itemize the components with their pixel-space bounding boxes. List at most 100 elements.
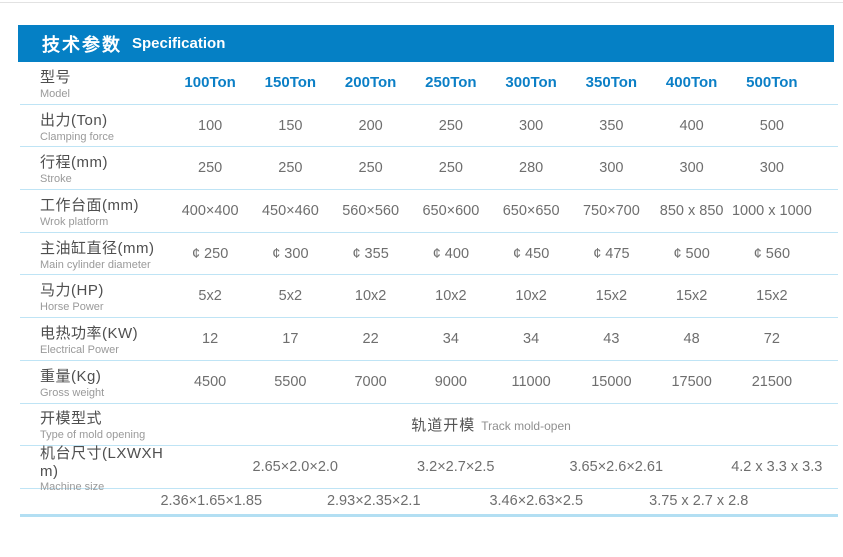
value-cell: ¢ 400: [432, 245, 470, 262]
row-label-model: 型号 Model: [20, 66, 170, 100]
row-label: 主油缸直径(mm) Main cylinder diameter: [20, 237, 170, 271]
value-cell: 300: [599, 160, 624, 177]
row-values: 250 250 250 250 280 300 300 300: [170, 160, 812, 176]
row-values: 400×400 450×460 560×560 650×600 650×650 750×7…: [170, 203, 812, 219]
value-cell: 17500: [671, 373, 712, 390]
top-divider: [0, 2, 843, 3]
mold-opening-value-en: Track mold-open: [481, 418, 571, 433]
row-values: ¢ 250 ¢ 300 ¢ 355 ¢ 400 ¢ 450 ¢ 475 ¢ 500 ¢ 560: [170, 246, 812, 262]
value-cell: 280: [519, 160, 544, 177]
value-cell: 500Ton: [746, 74, 798, 92]
value-cell: 10x2: [515, 288, 547, 305]
table-row-stroke: 行程(mm) Stroke 250 250 250 250 280 300 300 300: [20, 147, 838, 191]
row-label: 马力(HP) Horse Power: [20, 279, 170, 313]
row-label-en: Model: [40, 87, 70, 100]
value-cell: 22: [362, 330, 379, 347]
row-label-zh: 重量(Kg): [40, 367, 102, 385]
table-row-mold-opening: 开模型式 Type of mold opening 轨道开模 Track mold…: [20, 404, 838, 447]
value-cell: 400: [679, 117, 704, 134]
value-cell: 15x2: [595, 288, 628, 305]
value-cell: 850 x 850: [659, 202, 724, 219]
row-label-en: Main cylinder diameter: [40, 258, 151, 271]
value-cell: 15x2: [756, 288, 788, 305]
value-cell: 3.46×2.63×2.5: [489, 493, 584, 510]
table-row-clamping-force: 出力(Ton) Clamping force 100 150 200 250 300 35…: [20, 105, 838, 148]
value-cell: 3.75 x 2.7 x 2.8: [649, 493, 749, 510]
row-values: 100 150 200 250 300 350 400 500: [170, 118, 812, 134]
value-cell: 250: [438, 160, 463, 177]
value-cell: 400×400: [181, 202, 239, 219]
value-cell: 17: [282, 330, 299, 347]
row-values: 4500 5500 7000 9000 11000 15000 17500 21500: [170, 374, 812, 390]
row-label: 重量(Kg) Gross weight: [20, 365, 170, 399]
value-cell: 300: [759, 160, 784, 177]
value-cell: 350Ton: [585, 74, 638, 92]
row-values: 2.36×1.65×1.85 2.93×2.35×2.1 3.46×2.63×2.5…: [130, 493, 780, 509]
table-row-machine-size-continued: 2.36×1.65×1.85 2.93×2.35×2.1 3.46×2.63×2.5…: [20, 489, 838, 517]
section-title-en: Specification: [132, 35, 226, 52]
row-label-zh: 马力(HP): [40, 282, 104, 300]
row-label-en: Type of mold opening: [40, 429, 146, 442]
spec-table: 型号 Model 100Ton 150Ton 200Ton 250Ton 300Ton 3…: [20, 62, 838, 517]
value-cell: 15x2: [675, 288, 708, 305]
value-cell: 750×700: [582, 202, 640, 219]
row-label-zh: 出力(Ton): [40, 111, 108, 129]
value-cell: 21500: [751, 373, 793, 390]
table-row-main-cylinder-diameter: 主油缸直径(mm) Main cylinder diameter ¢ 250 ¢ …: [20, 233, 838, 276]
row-label-en: Electrical Power: [40, 343, 119, 356]
mold-opening-value: 轨道开模 Track mold-open: [170, 414, 812, 435]
value-cell: 450×460: [261, 202, 319, 219]
value-cell: 250: [358, 160, 383, 177]
value-cell: ¢ 500: [673, 245, 710, 262]
value-cell: 3.2×2.7×2.5: [417, 459, 495, 476]
row-label-en: Stroke: [40, 173, 72, 186]
row-label-en: Wrok platform: [40, 215, 109, 228]
row-label-zh: 电热功率(KW): [40, 324, 139, 342]
value-cell: 200Ton: [344, 74, 397, 92]
table-row-gross-weight: 重量(Kg) Gross weight 4500 5500 7000 9000 1100…: [20, 361, 838, 404]
value-cell: 200: [358, 117, 383, 134]
value-cell: ¢ 250: [191, 245, 229, 262]
row-label-zh: 开模型式: [40, 410, 103, 428]
value-cell: 100Ton: [184, 74, 236, 92]
section-title-zh: 技术参数: [42, 34, 122, 55]
row-label: 电热功率(KW) Electrical Power: [20, 322, 170, 356]
value-cell: 100: [198, 117, 223, 134]
row-label-en: Clamping force: [40, 130, 114, 143]
value-cell: 300: [519, 117, 544, 134]
mold-opening-value-zh: 轨道开模: [411, 416, 476, 434]
value-cell: 150: [278, 117, 303, 134]
row-values: 12 17 22 34 34 43 48 72: [170, 331, 812, 347]
value-cell: 2.65×2.0×2.0: [252, 459, 338, 476]
value-cell: 250Ton: [425, 74, 477, 92]
value-cell: ¢ 450: [512, 245, 550, 262]
table-row-electrical-power: 电热功率(KW) Electrical Power 12 17 22 34 34 43 48…: [20, 318, 838, 361]
table-row-horse-power: 马力(HP) Horse Power 5x2 5x2 10x2 10x2 10x2 15x…: [20, 275, 838, 319]
value-cell: 2.93×2.35×2.1: [326, 493, 421, 510]
row-label-zh: 主油缸直径(mm): [40, 239, 155, 257]
value-cell: ¢ 560: [753, 245, 791, 262]
row-label: 机台尺寸(LXWXH m) Machine size: [20, 442, 170, 493]
value-cell: 1000 x 1000: [731, 202, 812, 219]
value-cell: 500: [759, 117, 784, 134]
value-cell: 43: [603, 330, 620, 347]
row-label-zh: 工作台面(mm): [40, 196, 139, 214]
value-cell: 11000: [511, 373, 551, 390]
value-cell: 2.36×1.65×1.85: [160, 493, 263, 510]
value-cell: 300Ton: [505, 74, 557, 92]
value-cell: 250: [438, 117, 463, 134]
value-cell: 34: [442, 330, 459, 347]
value-cell: 7000: [354, 373, 387, 390]
row-label: 开模型式 Type of mold opening: [20, 407, 170, 441]
row-values: 5x2 5x2 10x2 10x2 10x2 15x2 15x2 15x2: [170, 288, 812, 304]
value-cell: 400Ton: [665, 74, 718, 92]
value-cell: 250: [198, 160, 223, 177]
section-header: 技术参数 Specification: [18, 25, 834, 62]
value-cell: 150Ton: [264, 74, 317, 92]
value-cell: 5x2: [198, 288, 222, 305]
table-row-work-platform: 工作台面(mm) Wrok platform 400×400 450×460 560…: [20, 190, 838, 233]
value-cell: 12: [202, 330, 219, 347]
value-cell: 5x2: [278, 288, 303, 305]
value-cell: 48: [683, 330, 700, 347]
